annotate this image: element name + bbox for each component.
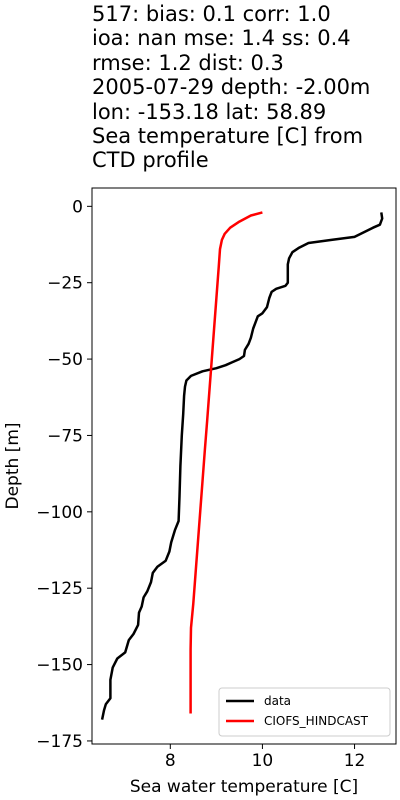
y-axis-label: Depth [m] [3,422,23,509]
title-line-stats-1: 517: bias: 0.1 corr: 1.0 [92,2,331,26]
y-tick-label: −75 [47,426,83,446]
y-axis: 0 −25 −50 −75 −100 −125 −150 −175 [36,197,92,752]
legend-label-ciofs-hindcast: CIOFS_HINDCAST [264,714,369,728]
title-line-stats-2: ioa: nan mse: 1.4 ss: 0.4 [92,26,351,51]
y-tick-label: −150 [36,656,83,676]
x-tick-label: 12 [344,751,366,771]
series-line-ciofs-hindcast [189,211,263,714]
x-axis: 8 10 12 [165,744,365,771]
x-axis-label: Sea water temperature [C] [130,777,358,797]
y-tick-label: −175 [36,732,83,752]
x-tick-label: 8 [165,751,176,771]
y-tick-label: 0 [72,197,83,217]
y-tick-label: −125 [36,579,83,599]
legend-label-data: data [264,694,291,708]
legend: data CIOFS_HINDCAST [218,687,391,737]
title-line-variable: Sea temperature [C] from [92,124,364,149]
axes-frame [91,187,397,745]
chart-title: 517: bias: 0.1 corr: 1.0 ioa: nan mse: 1… [92,2,398,173]
y-tick-label: −25 [47,274,83,294]
title-line-date-depth: 2005-07-29 depth: -2.00m [92,75,371,100]
title-line-location: lon: -153.18 lat: 58.89 [92,99,327,124]
y-tick-label: −100 [36,503,83,523]
y-tick-label: −50 [47,350,83,370]
title-line-stats-3: rmse: 1.2 dist: 0.3 [92,50,284,75]
plot-area [100,211,384,720]
x-tick-label: 10 [252,751,274,771]
series-line-data [100,212,384,720]
title-line-source: CTD profile [92,148,209,173]
legend-box [218,687,391,737]
